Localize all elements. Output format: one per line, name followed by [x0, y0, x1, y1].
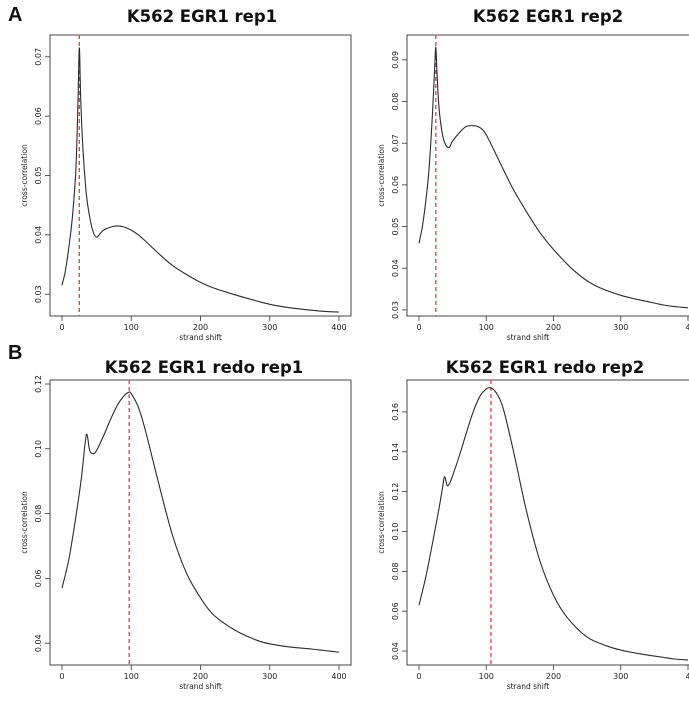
- x-tick-label: 200: [193, 672, 208, 681]
- y-tick-label: 0.10: [34, 440, 43, 458]
- plot-frame: [49, 34, 352, 317]
- x-tick-label: 100: [124, 323, 139, 332]
- plot-frame: [406, 34, 689, 317]
- x-tick-label: 400: [331, 672, 346, 681]
- x-axis-label: strand shift: [507, 682, 550, 691]
- x-tick-label: 400: [331, 323, 346, 332]
- x-tick-label: 100: [124, 672, 139, 681]
- x-tick-label: 0: [59, 672, 64, 681]
- y-tick-label: 0.05: [34, 167, 43, 185]
- x-tick-label: 100: [479, 672, 494, 681]
- y-tick-label: 0.04: [391, 642, 400, 660]
- y-tick-label: 0.16: [391, 403, 400, 421]
- y-tick-label: 0.12: [34, 375, 43, 393]
- y-tick-label: 0.06: [391, 176, 400, 194]
- x-tick-label: 200: [546, 672, 561, 681]
- y-tick-label: 0.03: [391, 301, 400, 319]
- chart-panel-1: K562 EGR1 rep1 0 100 200 300 400 0.03 0.04 0.05 0…: [20, 7, 352, 342]
- x-axis-label: strand shift: [179, 682, 222, 691]
- y-tick-label: 0.10: [391, 523, 400, 541]
- y-tick-label: 0.05: [391, 218, 400, 236]
- y-tick-label: 0.04: [34, 226, 43, 244]
- x-axis-label: strand shift: [179, 333, 222, 342]
- plot-frame: [49, 379, 352, 666]
- x-tick-label: 300: [613, 323, 628, 332]
- x-tick-label: 0: [416, 672, 421, 681]
- x-tick-label: 0: [59, 323, 64, 332]
- y-tick-label: 0.03: [34, 285, 43, 303]
- x-tick-label: 200: [193, 323, 208, 332]
- y-tick-label: 0.08: [34, 505, 43, 523]
- x-tick-label: 300: [262, 672, 277, 681]
- y-axis-label: cross-correlation: [20, 491, 29, 554]
- chart-panel-2: K562 EGR1 rep2 0 100 200 300 4 0.03 0.04 0.05 0.0…: [377, 7, 689, 342]
- y-tick-label: 0.06: [34, 107, 43, 125]
- plot-frame: [406, 379, 689, 666]
- cross-correlation-series-1: [61, 47, 340, 313]
- chart-title: K562 EGR1 rep1: [127, 7, 277, 26]
- x-tick-label: 200: [546, 323, 561, 332]
- cross-correlation-series-1: [418, 387, 689, 661]
- panel-label-a: A: [8, 4, 23, 26]
- y-tick-label: 0.06: [391, 602, 400, 620]
- x-tick-label: 300: [613, 672, 628, 681]
- y-axis-label: cross-correlation: [20, 144, 29, 207]
- x-tick-label: 4: [685, 323, 689, 332]
- cross-correlation-series-1: [61, 391, 340, 653]
- chart-panel-3: K562 EGR1 redo rep1 0 100 200 300 400 0.04 0.06…: [20, 358, 352, 691]
- chart-title: K562 EGR1 redo rep2: [446, 358, 645, 377]
- x-tick-label: 100: [479, 323, 494, 332]
- x-tick-label: 4: [685, 672, 689, 681]
- chart-title: K562 EGR1 rep2: [473, 7, 623, 26]
- y-tick-label: 0.08: [391, 562, 400, 580]
- y-tick-label: 0.12: [391, 483, 400, 501]
- x-axis-label: strand shift: [507, 333, 550, 342]
- y-tick-label: 0.04: [391, 259, 400, 277]
- y-axis-label: cross-correlation: [377, 491, 386, 554]
- y-tick-label: 0.04: [34, 634, 43, 652]
- panel-label-b: B: [8, 342, 23, 364]
- x-tick-label: 0: [416, 323, 421, 332]
- x-tick-label: 300: [262, 323, 277, 332]
- cross-correlation-series-1: [418, 46, 689, 309]
- y-tick-label: 0.08: [391, 93, 400, 111]
- y-tick-label: 0.06: [34, 569, 43, 587]
- chart-title: K562 EGR1 redo rep1: [105, 358, 304, 377]
- y-axis-label: cross-correlation: [377, 144, 386, 207]
- y-tick-label: 0.14: [391, 443, 400, 461]
- y-tick-label: 0.07: [34, 48, 43, 66]
- y-tick-label: 0.07: [391, 134, 400, 152]
- chart-panel-4: K562 EGR1 redo rep2 0 100 200 300 4 0.04 0.06 0.…: [377, 358, 689, 691]
- y-tick-label: 0.09: [391, 51, 400, 69]
